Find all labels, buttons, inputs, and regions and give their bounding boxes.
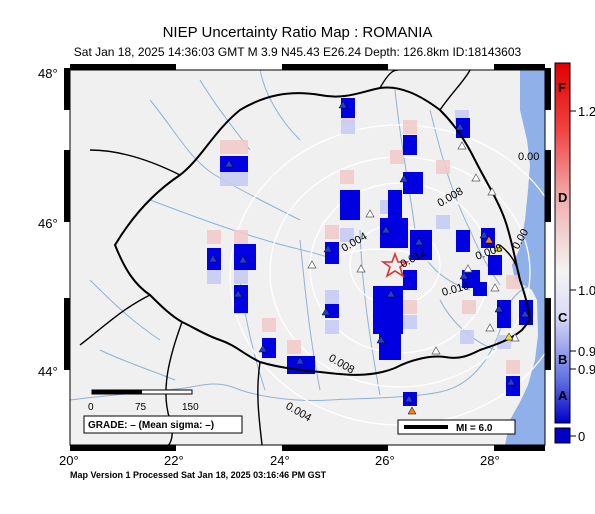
contour-label: 0.00 [518,151,539,163]
mi-legend-label: MI = 6.0 [456,423,493,434]
lon-label: 26° [375,453,395,468]
grade-letter: B [558,352,567,367]
map-title: NIEP Uncertainty Ratio Map : ROMANIA [162,24,433,41]
stations-highlight [407,235,514,415]
colorbar-label: 0 [578,429,585,444]
event-info: Sat Jan 18, 2025 14:36:03 GMT M 3.9 N45.… [73,45,522,59]
footer-processed: Map Version 1 Processed Sat Jan 18, 2025… [70,470,327,480]
stations [208,100,530,403]
country-border [113,86,532,376]
grade-letter: D [558,190,567,205]
scale-tick: 150 [182,402,199,413]
grade-box [83,415,243,434]
colorbar [554,62,571,424]
lat-label: 44° [38,364,58,379]
colorbar-label: 1.0 [578,283,595,298]
colorbar-ticks [570,110,576,437]
black-sea [505,70,545,445]
land-area [70,70,545,445]
lon-label: 22° [164,453,184,468]
scale-bar: 0 75 150 [88,389,199,413]
lon-label: 24° [270,453,290,468]
stations-open [307,141,520,355]
lat-label: 46° [38,216,58,231]
grade-label: GRADE: – (Mean sigma: –) [88,420,214,431]
colorbar-label: 0.9 [578,344,595,359]
epicenter-star [380,251,410,278]
neighbour-borders [79,70,521,445]
lon-label: 20° [59,453,79,468]
grade-letter: F [558,80,566,95]
lon-label: 28° [480,453,500,468]
grade-letter: A [558,388,568,403]
colorbar-zero-swatch [554,427,571,444]
mi-legend-box [397,419,516,435]
colorbar-label: 0.9 [578,362,595,377]
scale-tick: 0 [88,402,94,413]
mi-legend-line [404,425,448,429]
lat-label: 48° [38,66,58,81]
frame-ticks [64,64,551,451]
grade-letter: C [558,310,568,325]
scale-tick: 75 [135,402,147,413]
colorbar-label: 1.2 [578,104,595,119]
